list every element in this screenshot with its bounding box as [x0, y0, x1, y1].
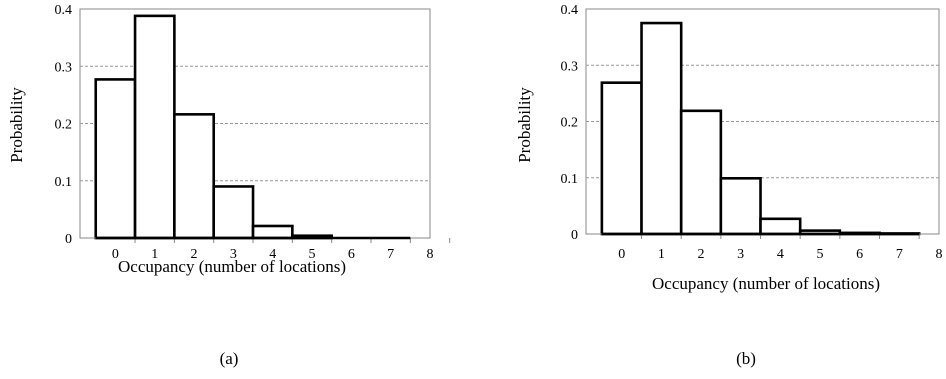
x-tick-labels: 0 1 2 3 4 5 6 7 8 [112, 238, 451, 262]
x-tick-label-3: 3 [737, 247, 744, 262]
x-tick-label-2: 2 [698, 247, 705, 262]
x-tick-label-4: 4 [269, 247, 276, 262]
bars [94, 14, 333, 240]
x-axis-label: Occupancy (number of locations) [652, 274, 880, 293]
bar-0 [94, 78, 137, 240]
x-tick-label-1: 1 [151, 247, 158, 262]
y-tick-label-0.2: 0.2 [561, 116, 579, 131]
x-tick-label-7: 7 [387, 247, 394, 262]
y-tick-label-0.4: 0.4 [55, 3, 73, 18]
x-tick-label-3: 3 [230, 247, 237, 262]
x-tick-label-5: 5 [817, 247, 824, 262]
x-tick-label-2: 2 [191, 247, 198, 262]
bars [600, 21, 921, 236]
x-tick-label-0: 0 [112, 247, 119, 262]
y-tick-label-0.3: 0.3 [55, 60, 73, 75]
y-tick-labels: 0 0.1 0.2 0.3 0.4 [561, 3, 579, 243]
bar-3 [212, 185, 255, 240]
x-tick-label-5: 5 [309, 247, 316, 262]
bar-4 [759, 217, 802, 236]
bar-2 [173, 113, 216, 240]
gridlines [80, 65, 430, 182]
x-tick-label-6: 6 [856, 247, 863, 262]
y-axis-label: Probability [515, 87, 534, 163]
bar-1 [133, 14, 176, 240]
bar-1 [640, 21, 683, 236]
y-axis-label: Probability [7, 87, 26, 163]
x-tick-label-8: 8 [427, 247, 434, 262]
bar-4 [251, 224, 294, 240]
y-tick-label-0.3: 0.3 [561, 59, 579, 74]
x-tick-label-0: 0 [618, 247, 625, 262]
bar-2 [679, 109, 723, 236]
x-tick-label-6: 6 [348, 247, 355, 262]
y-tick-labels: 0 0.1 0.2 0.3 0.4 [55, 3, 73, 247]
y-tick-label-0.2: 0.2 [55, 118, 73, 133]
x-tick-label-8: 8 [936, 247, 943, 262]
chart-a: 0 1 2 3 4 5 6 7 8 0 0.1 0.2 0.3 0.4 Occupancy (numbe… [7, 3, 451, 368]
y-tick-label-0.1: 0.1 [55, 175, 73, 190]
x-axis-label: Occupancy (number of locations) [118, 257, 346, 276]
chart-b: 0 1 2 3 4 5 6 7 8 0 0.1 0.2 0.3 0.4 Occupancy (numbe… [515, 3, 943, 368]
bar-3 [719, 177, 762, 236]
caption-a: (a) [220, 349, 239, 368]
y-tick-label-0.1: 0.1 [561, 172, 579, 187]
x-tick-label-4: 4 [777, 247, 784, 262]
bar-0 [600, 81, 643, 236]
y-tick-label-0: 0 [65, 232, 72, 247]
x-tick-label-1: 1 [658, 247, 665, 262]
x-tick-labels: 0 1 2 3 4 5 6 7 8 [618, 234, 943, 262]
caption-b: (b) [736, 349, 756, 368]
gridlines [586, 64, 939, 179]
y-tick-label-0: 0 [571, 228, 578, 243]
x-tick-label-7: 7 [896, 247, 903, 262]
y-tick-label-0.4: 0.4 [561, 3, 579, 18]
